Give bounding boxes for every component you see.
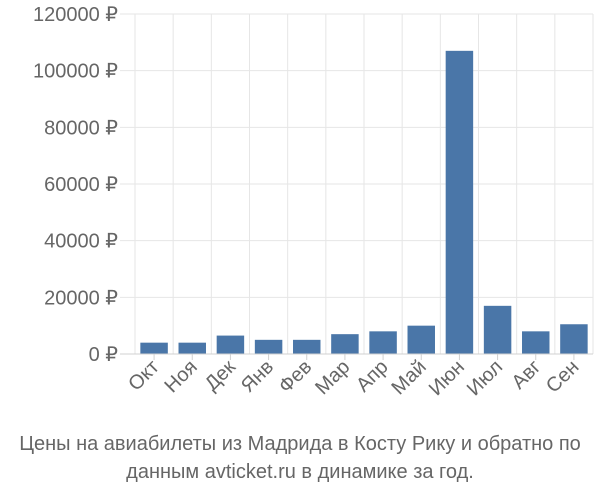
x-tick-label: Янв xyxy=(237,356,278,397)
y-tick-label: 40000 ₽ xyxy=(44,231,118,253)
bar-Фев xyxy=(293,339,321,354)
x-tick-label: Май xyxy=(388,356,431,399)
x-tick-label: Июл xyxy=(463,356,507,400)
grid-layer xyxy=(120,13,594,355)
x-tick-label: Мар xyxy=(311,356,354,399)
bar-Сен xyxy=(560,324,588,354)
bar-Окт xyxy=(140,342,168,354)
x-tick-label: Фев xyxy=(275,356,317,398)
bar-layer xyxy=(140,50,588,354)
bar-chart: 0 ₽ 20000 ₽ 40000 ₽ 60000 ₽ 80000 ₽ 100000 ₽ 1… xyxy=(33,4,594,400)
bar-Дек xyxy=(216,335,245,354)
y-tick-label: 100000 ₽ xyxy=(33,61,118,83)
y-tick-label: 60000 ₽ xyxy=(44,174,118,196)
x-tick-label: Ноя xyxy=(160,356,201,397)
x-tick-label: Апр xyxy=(352,356,393,397)
bar-Июл xyxy=(483,305,512,354)
bar-Янв xyxy=(254,339,283,354)
x-tick-label: Авг xyxy=(508,356,546,394)
bar-Июн xyxy=(445,50,474,354)
y-tick-label: 120000 ₽ xyxy=(33,4,118,26)
x-tick-label: Июн xyxy=(425,356,469,400)
chart-caption: Цены на авиабилеты из Мадрида в Косту Ри… xyxy=(19,433,581,483)
bar-Май xyxy=(407,325,435,354)
y-tick-label: 80000 ₽ xyxy=(44,117,118,139)
bar-Апр xyxy=(369,331,397,354)
x-tick-label: Сен xyxy=(542,356,583,397)
y-tick-label: 0 ₽ xyxy=(89,344,119,366)
y-tick-label: 20000 ₽ xyxy=(44,287,118,309)
x-tick-label: Дек xyxy=(201,356,240,395)
bar-Мар xyxy=(331,334,359,354)
bar-Авг xyxy=(522,331,550,354)
bar-Ноя xyxy=(178,342,206,354)
x-tick-label: Окт xyxy=(124,356,163,395)
